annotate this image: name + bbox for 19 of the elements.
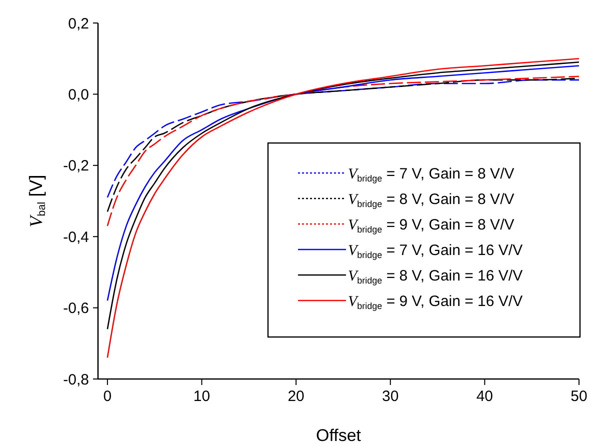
x-tick-label: 0 — [103, 388, 112, 405]
legend-label: V$_{bridge}$ = 8 V, Gain = 16 V/V — [348, 267, 523, 285]
legend-label: V$_{bridge}$ = 9 V, Gain = 8 V/V — [348, 216, 514, 234]
y-tick-label: 0,0 — [68, 86, 89, 104]
legend-label: V$_{bridge}$ = 8 V, Gain = 8 V/V — [348, 190, 514, 208]
y-tick-label: 0,2 — [68, 15, 89, 32]
x-tick-label: 10 — [193, 388, 210, 405]
legend-label: V$_{bridge}$ = 9 V, Gain = 16 V/V — [348, 292, 523, 310]
x-tick-label: 20 — [288, 388, 304, 405]
legend-label: V$_{bridge}$ = 7 V, Gain = 16 V/V — [348, 242, 523, 260]
x-axis-title: Offset — [316, 426, 362, 445]
y-tick-label: -0,2 — [63, 158, 89, 175]
x-tick-label: 30 — [382, 388, 399, 405]
y-tick-label: -0,4 — [63, 228, 89, 246]
y-tick-label: -0,6 — [63, 300, 89, 318]
y-tick-label: -0,8 — [63, 371, 89, 388]
legend-label: V$_{bridge}$ = 7 V, Gain = 8 V/V — [348, 165, 514, 183]
x-tick-label: 40 — [476, 388, 494, 405]
x-tick-label: 50 — [570, 388, 588, 405]
